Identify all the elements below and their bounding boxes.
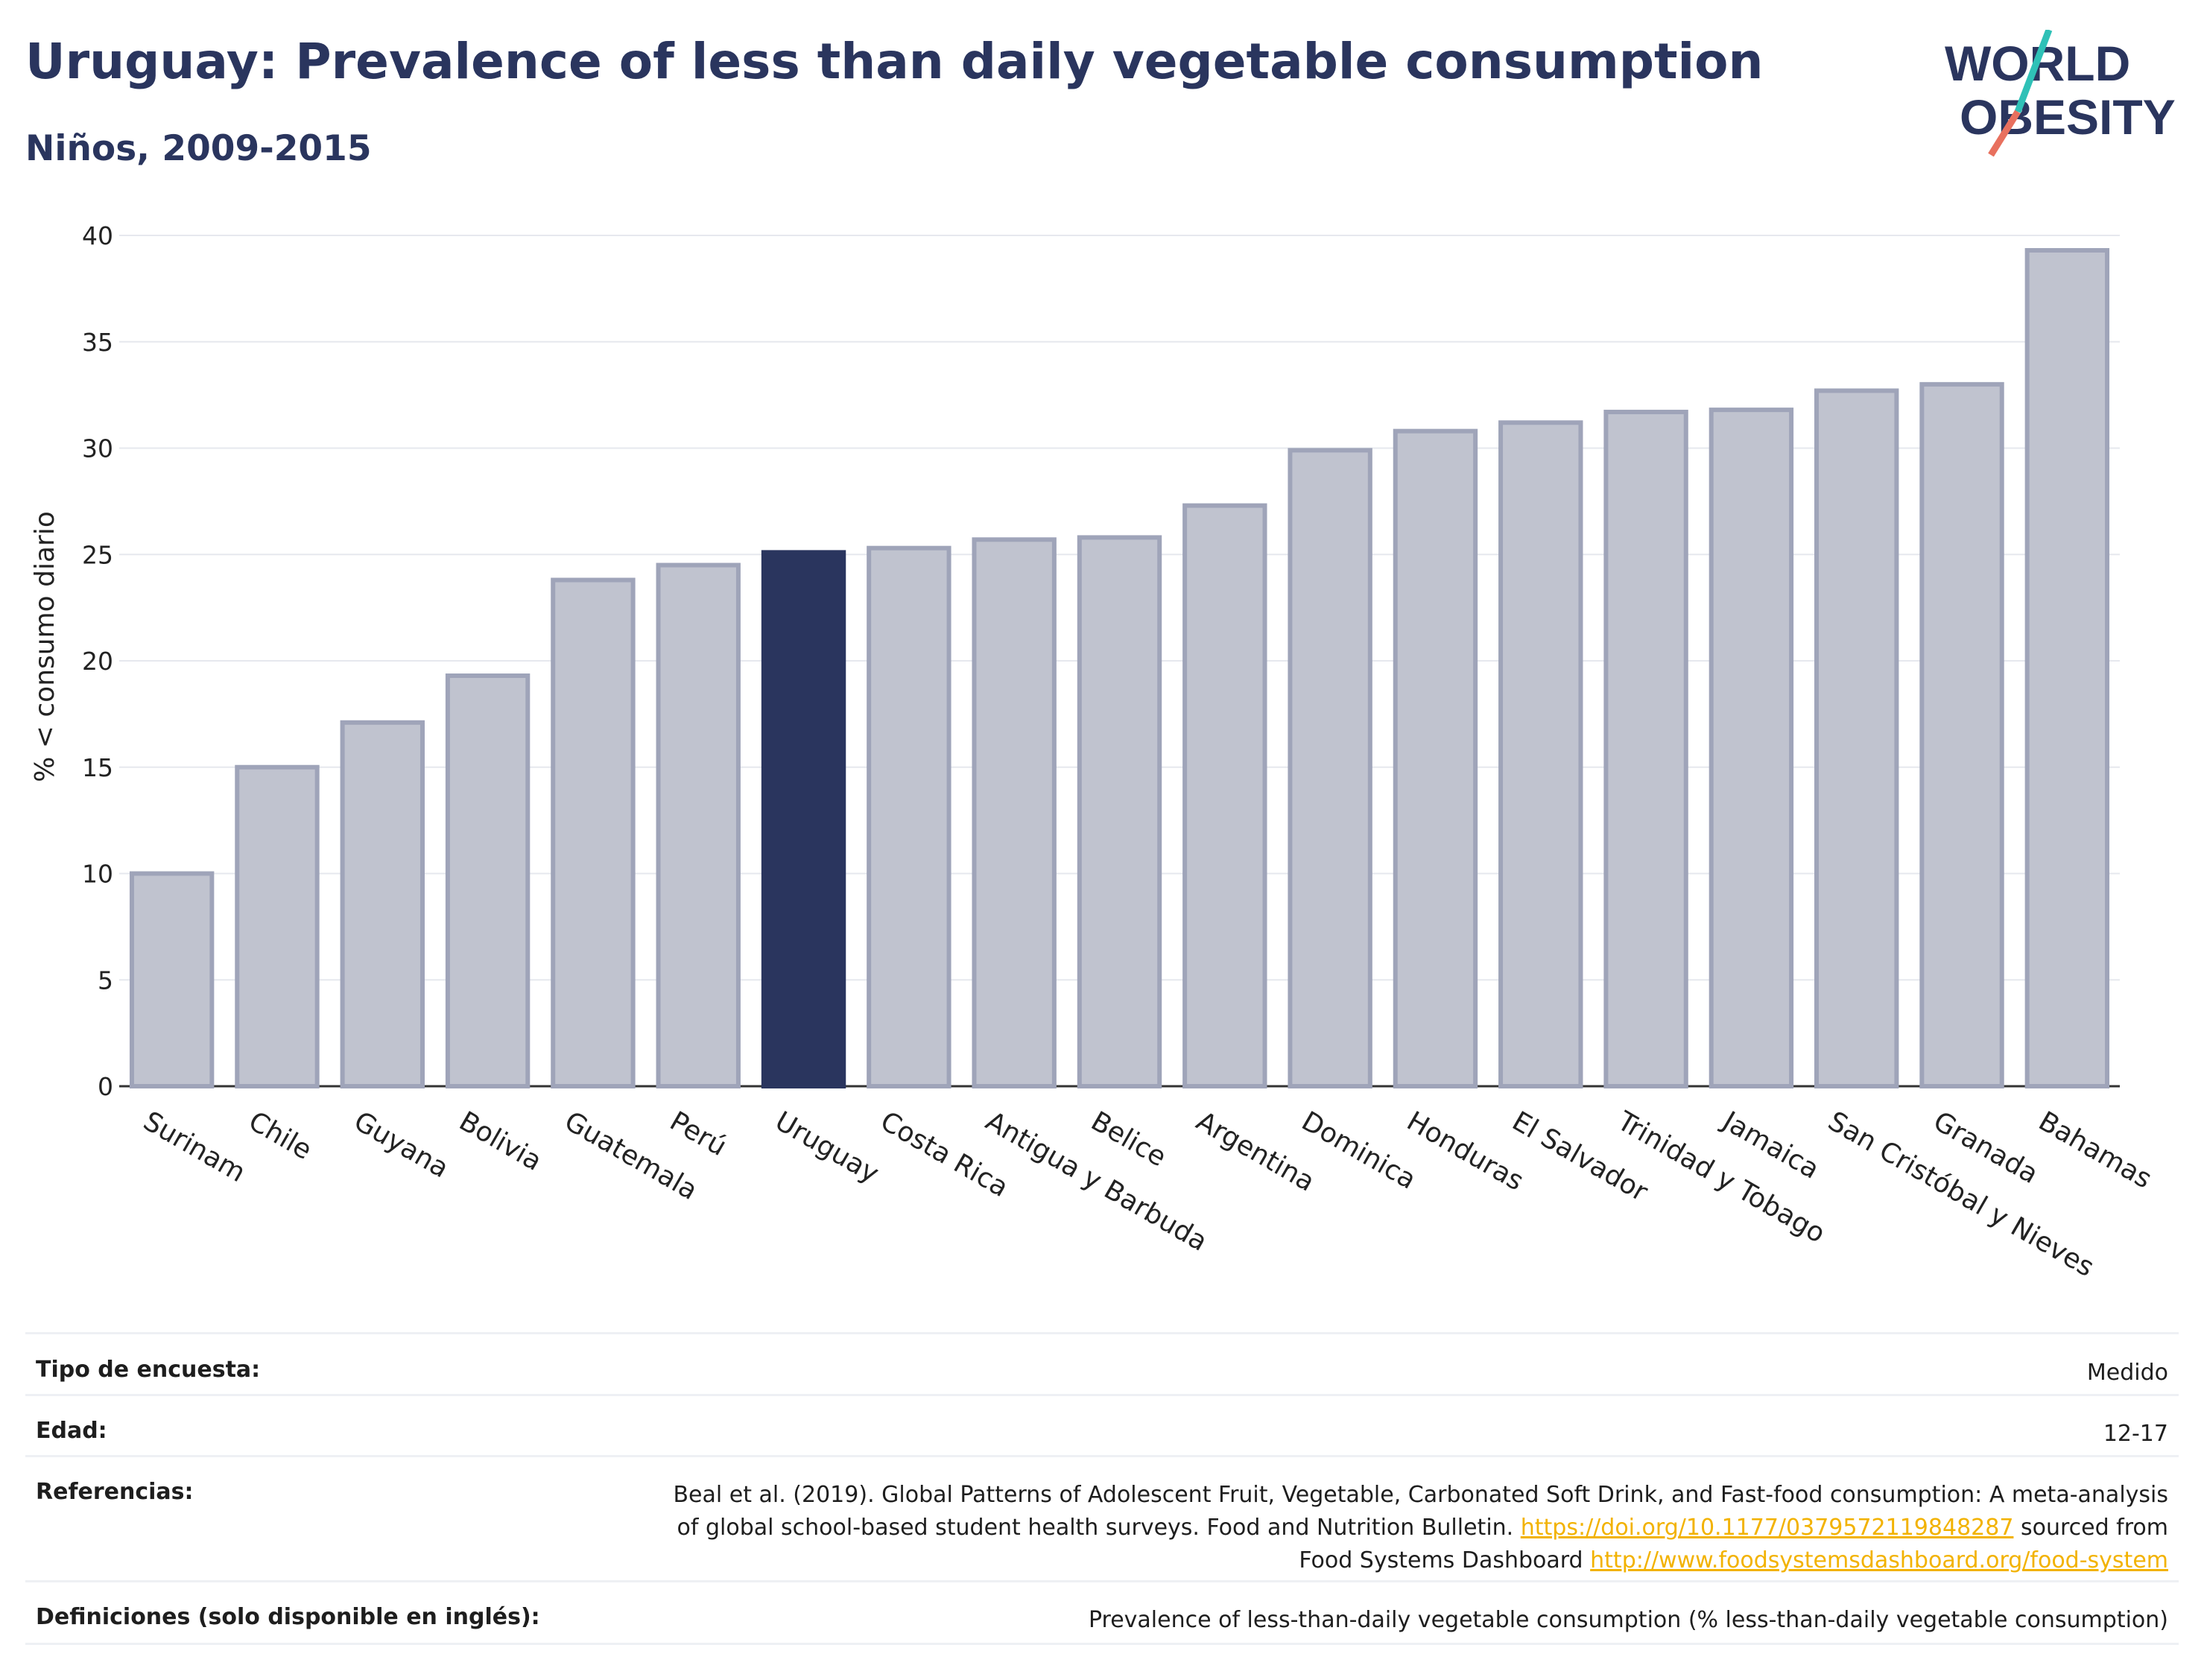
y-tick-label: 35 [82,328,113,357]
references-line2: of global school-based student health su… [673,1512,2168,1544]
bar-argentina[interactable] [1182,503,1267,1088]
logo-line2: OBESITY [1960,89,2176,145]
divider [25,1643,2179,1645]
x-tick-label: Guyana [349,1106,454,1184]
y-tick-label: 5 [98,966,113,995]
divider [25,1394,2179,1396]
bar-bolivia[interactable] [445,673,531,1088]
references-value: Beal et al. (2019). Global Patterns of A… [673,1479,2168,1577]
bar-uruguay[interactable] [761,550,846,1088]
bar-surinam[interactable] [129,871,215,1088]
bars-layer [129,247,2110,1088]
dashboard-link[interactable]: http://www.foodsystemsdashboard.org/food… [1590,1547,2168,1573]
logo-slash-bottom [1988,110,2021,157]
world-obesity-logo: WORLD OBESITY [1945,30,2176,157]
doi-link[interactable]: https://doi.org/10.1177/0379572119848287 [1520,1515,2014,1541]
y-axis-label: % < consumo diario [30,511,60,782]
metadata-table: Tipo de encuesta: Medido Edad: 12-17 Ref… [25,1332,2179,1647]
bar-chile[interactable] [235,764,320,1088]
divider [25,1455,2179,1457]
y-tick-label: 25 [82,540,113,569]
x-tick-label: Chile [244,1106,317,1166]
dashboard-text: Food Systems Dashboard [1299,1547,1583,1573]
y-tick-label: 20 [82,647,113,676]
age-label: Edad: [36,1418,107,1444]
bar-guatemala[interactable] [551,577,636,1088]
bar-perú[interactable] [656,562,741,1088]
references-label: Referencias: [36,1479,194,1505]
x-tick-label: Surinam [138,1106,250,1188]
bar-guyana[interactable] [340,720,425,1088]
bar-jamaica[interactable] [1709,408,1794,1088]
y-tick-label: 10 [82,860,113,889]
definitions-value: Prevalence of less-than-daily vegetable … [1088,1607,2168,1633]
x-tick-label: Bolivia [454,1106,547,1177]
references-text: of global school-based student health su… [677,1515,1514,1541]
y-tick-label: 40 [82,221,113,250]
x-tick-label: Honduras [1402,1106,1528,1196]
definitions-label: Definiciones (solo disponible en inglés)… [36,1604,540,1630]
survey-type-value: Medido [2086,1360,2168,1386]
references-line1: Beal et al. (2019). Global Patterns of A… [673,1482,2168,1508]
divider [25,1580,2179,1582]
bar-bahamas[interactable] [2024,247,2110,1088]
x-tick-label: Perú [665,1106,732,1162]
bar-trinidad-y-tobago[interactable] [1603,409,1688,1088]
x-tick-label: Bahamas [2033,1106,2157,1194]
bar-antigua-y-barbuda[interactable] [972,537,1057,1088]
references-line3: Food Systems Dashboard http://www.foodsy… [673,1544,2168,1577]
age-value: 12-17 [2103,1421,2168,1447]
x-tick-label: Uruguay [770,1106,884,1189]
survey-type-label: Tipo de encuesta: [36,1357,261,1383]
bar-san-cristóbal-y-nieves[interactable] [1814,388,1899,1088]
bar-costa-rica[interactable] [867,545,951,1088]
page-subtitle: Niños, 2009-2015 [25,128,372,169]
bar-belice[interactable] [1077,535,1162,1088]
y-tick-label: 30 [82,434,113,463]
page-title: Uruguay: Prevalence of less than daily v… [25,33,1764,90]
x-tick-label: Belice [1086,1106,1171,1173]
y-tick-label: 0 [98,1072,113,1101]
x-tick-label: Dominica [1296,1106,1421,1195]
bar-dominica[interactable] [1288,448,1372,1088]
logo-slash-top [2014,30,2053,113]
x-tick-label: Argentina [1191,1106,1320,1197]
bar-el-salvador[interactable] [1498,420,1583,1088]
bar-honduras[interactable] [1393,428,1478,1088]
references-suffix: sourced from [2020,1515,2168,1541]
y-tick-label: 15 [82,753,113,782]
bar-granada[interactable] [1919,381,2004,1088]
